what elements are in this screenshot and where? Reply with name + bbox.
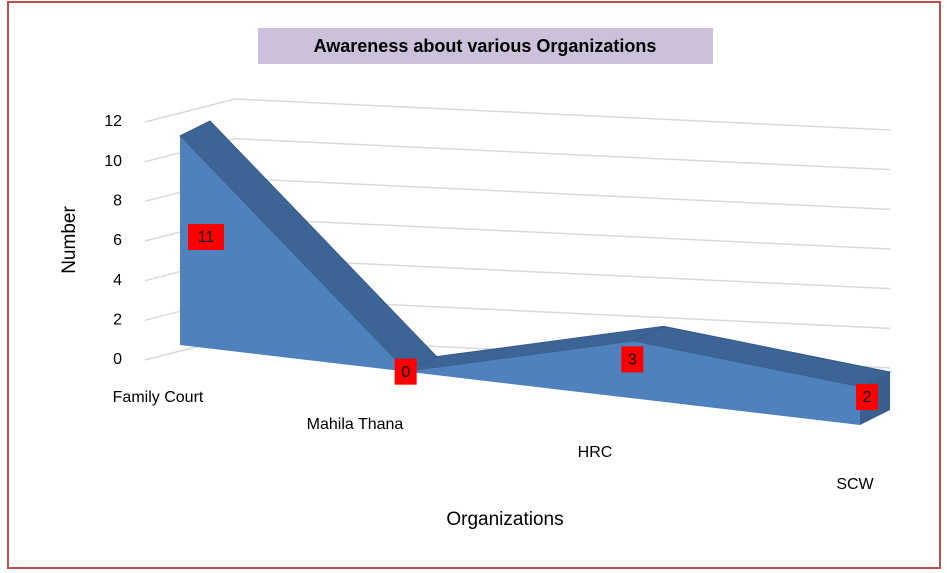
value-label: 3 <box>628 352 637 369</box>
area <box>180 136 860 425</box>
title-box <box>258 28 713 64</box>
chart-border <box>7 1 941 569</box>
y-tick-label: 10 <box>104 153 122 170</box>
x-tick-label: HRC <box>578 444 613 461</box>
y-tick-label: 8 <box>113 193 122 210</box>
x-axis-label: Organizations <box>446 509 563 530</box>
grid-line <box>144 98 891 131</box>
chart-title: Awareness about various Organizations <box>314 36 657 56</box>
y-tick-label: 4 <box>113 272 122 289</box>
value-label-box <box>621 346 644 373</box>
x-tick-label: SCW <box>836 476 874 493</box>
value-label-box <box>856 384 878 410</box>
value-label: 2 <box>863 389 872 406</box>
x-tick-label: Mahila Thana <box>307 416 404 433</box>
value-label-box <box>394 358 417 385</box>
y-tick-label: 0 <box>113 351 122 368</box>
y-axis-label: Number <box>59 206 80 274</box>
value-label: 0 <box>401 364 410 381</box>
value-label: 11 <box>198 229 215 246</box>
x-tick-label: Family Court <box>113 389 204 406</box>
value-label-box <box>188 224 224 250</box>
y-tick-label: 12 <box>104 113 122 130</box>
grid-line <box>144 137 891 171</box>
y-tick-label: 6 <box>113 232 122 249</box>
y-tick-label: 2 <box>113 312 122 329</box>
